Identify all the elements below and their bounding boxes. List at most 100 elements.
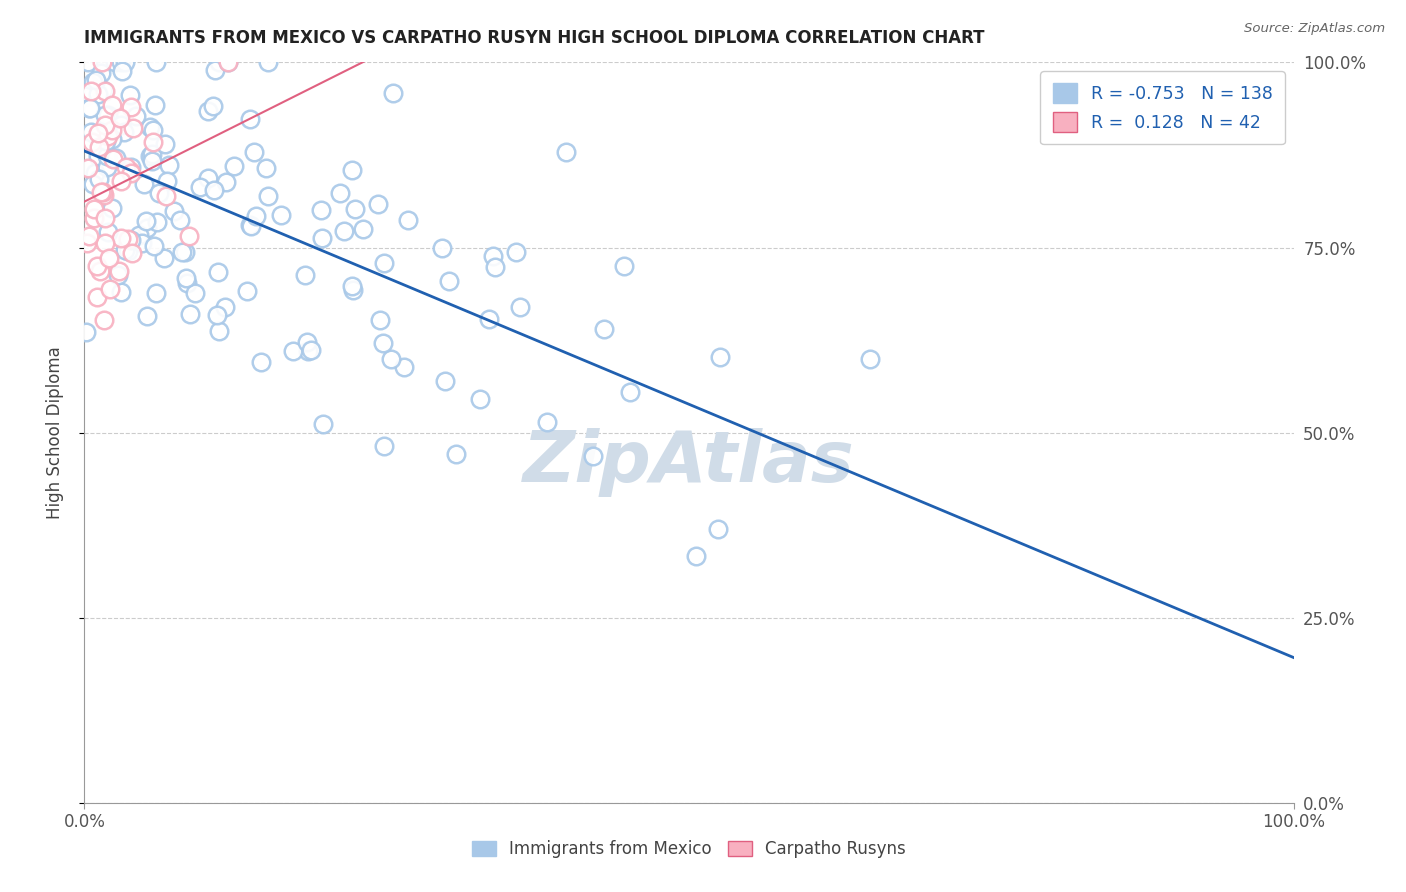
Point (470, 392, 492, 407)
Point (437, 274, 460, 288)
Point (87, 87, 110, 101)
Point (101, 123, 124, 137)
Point (79, 101, 101, 115)
Point (554, 145, 576, 159)
Point (270, 208, 292, 222)
Point (103, 152, 125, 166)
Point (97, 128, 120, 143)
Point (709, 350, 731, 364)
Point (75, 89, 97, 103)
Point (257, 55, 280, 70)
Point (143, 97, 166, 112)
Point (217, 55, 239, 70)
Point (176, 277, 198, 291)
Point (142, 136, 165, 150)
Point (283, 343, 305, 358)
Point (207, 324, 229, 338)
Text: IMMIGRANTS FROM MEXICO VS CARPATHO RUSYN HIGH SCHOOL DIPLOMA CORRELATION CHART: IMMIGRANTS FROM MEXICO VS CARPATHO RUSYN… (84, 29, 984, 47)
Point (108, 111, 131, 125)
Point (613, 260, 636, 274)
Point (90, 185, 112, 199)
Point (482, 249, 505, 263)
Point (254, 161, 277, 176)
Point (87, 149, 110, 163)
Point (343, 202, 366, 216)
Point (91, 186, 114, 200)
Point (86, 259, 108, 273)
Point (434, 374, 457, 388)
Point (505, 244, 527, 259)
Point (329, 186, 352, 201)
Point (311, 230, 333, 244)
Point (101, 131, 124, 145)
Point (859, 352, 882, 367)
Point (105, 151, 128, 165)
Point (396, 213, 419, 227)
Point (93, 187, 115, 202)
Point (120, 101, 142, 115)
Point (122, 120, 145, 135)
Point (80, 125, 103, 139)
Point (340, 278, 363, 293)
Point (104, 55, 127, 70)
Point (120, 166, 142, 180)
Point (98, 252, 121, 266)
Point (101, 97, 124, 112)
Point (120, 161, 142, 175)
Point (128, 227, 150, 242)
Point (112, 124, 135, 138)
Point (77, 101, 100, 115)
Point (243, 145, 266, 159)
Point (239, 112, 262, 127)
Point (131, 235, 153, 250)
Point (117, 244, 139, 258)
Point (135, 214, 157, 228)
Point (245, 209, 267, 223)
Point (299, 343, 322, 357)
Point (110, 231, 132, 245)
Point (172, 245, 194, 260)
Point (86, 129, 108, 144)
Point (94, 134, 117, 148)
Point (188, 180, 211, 194)
Point (77, 229, 100, 244)
Legend: Immigrants from Mexico, Carpatho Rusyns: Immigrants from Mexico, Carpatho Rusyns (465, 833, 912, 865)
Point (148, 186, 170, 201)
Point (142, 239, 165, 253)
Point (139, 120, 162, 135)
Point (107, 268, 129, 282)
Point (582, 449, 605, 463)
Point (352, 221, 374, 235)
Point (94, 83, 117, 97)
Point (333, 224, 356, 238)
Point (478, 312, 501, 326)
Y-axis label: High School Diploma: High School Diploma (45, 346, 63, 519)
Point (142, 123, 165, 137)
Point (136, 309, 159, 323)
Point (685, 549, 707, 563)
Point (91, 55, 114, 70)
Point (93, 211, 115, 225)
Point (111, 63, 134, 78)
Point (250, 355, 273, 369)
Point (83, 202, 105, 216)
Point (121, 233, 143, 247)
Point (309, 202, 332, 217)
Point (257, 189, 280, 203)
Point (97, 108, 120, 122)
Point (619, 384, 641, 399)
Point (177, 228, 200, 243)
Point (340, 162, 363, 177)
Point (77, 55, 100, 70)
Point (76, 235, 98, 250)
Point (117, 232, 139, 246)
Point (205, 308, 228, 322)
Point (204, 62, 226, 77)
Point (84, 73, 107, 87)
Point (84, 166, 107, 180)
Point (134, 177, 156, 191)
Point (155, 188, 177, 202)
Point (208, 55, 231, 70)
Point (141, 147, 163, 161)
Point (197, 171, 219, 186)
